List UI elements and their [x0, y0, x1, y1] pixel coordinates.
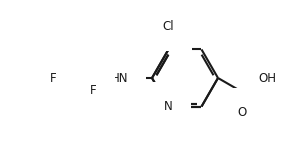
- Text: OH: OH: [258, 72, 276, 84]
- Text: HN: HN: [110, 72, 128, 84]
- Text: N: N: [164, 100, 173, 113]
- Text: F: F: [90, 84, 97, 96]
- Text: F: F: [50, 72, 57, 84]
- Text: F: F: [72, 93, 79, 107]
- Text: O: O: [238, 105, 247, 119]
- Text: Cl: Cl: [163, 20, 174, 33]
